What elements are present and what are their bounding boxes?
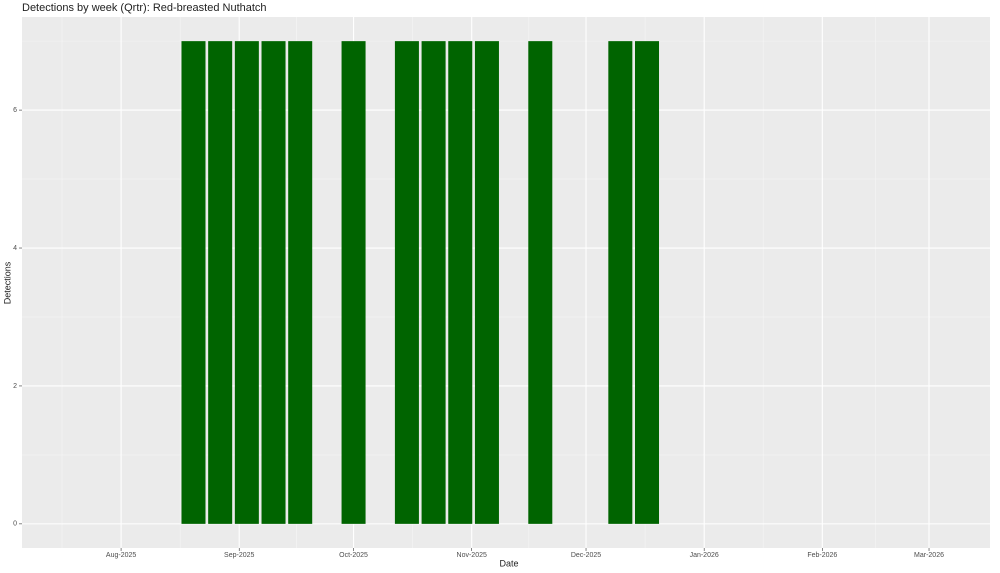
x-tick-label: Mar-2026 bbox=[914, 552, 944, 559]
y-tick-label: 4 bbox=[13, 245, 17, 252]
y-tick-label: 2 bbox=[13, 383, 17, 390]
y-axis-title: Detections bbox=[2, 261, 12, 304]
chart-title: Detections by week (Qrtr): Red-breasted … bbox=[22, 2, 267, 14]
y-tick-label: 6 bbox=[13, 107, 17, 114]
bar bbox=[341, 41, 366, 524]
bar bbox=[208, 41, 233, 524]
x-tick-label: Jan-2026 bbox=[690, 552, 719, 559]
bar bbox=[608, 41, 633, 524]
bar bbox=[261, 41, 286, 524]
x-tick-label: Dec-2025 bbox=[571, 552, 601, 559]
bar bbox=[234, 41, 259, 524]
x-tick-label: Aug-2025 bbox=[106, 552, 136, 559]
panel bbox=[22, 17, 990, 548]
bar bbox=[635, 41, 660, 524]
x-tick-label: Nov-2025 bbox=[457, 552, 487, 559]
bar bbox=[474, 41, 499, 524]
bar bbox=[181, 41, 206, 524]
bar bbox=[528, 41, 553, 524]
x-tick-label: Oct-2025 bbox=[339, 552, 368, 559]
bar bbox=[448, 41, 473, 524]
bar bbox=[421, 41, 446, 524]
x-tick-label: Sep-2025 bbox=[224, 552, 254, 559]
y-tick-label: 0 bbox=[13, 521, 17, 528]
x-tick-label: Feb-2026 bbox=[807, 552, 837, 559]
bar bbox=[288, 41, 313, 524]
x-axis-title: Date bbox=[499, 558, 518, 568]
bar bbox=[394, 41, 419, 524]
